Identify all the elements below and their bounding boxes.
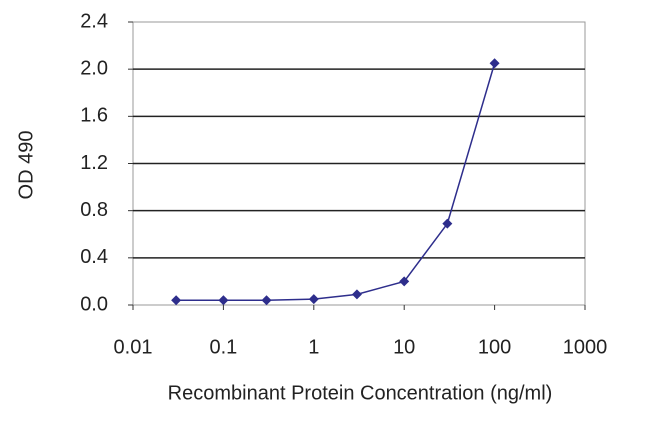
y-tick-label: 0.0 (80, 293, 108, 315)
y-tick-label: 2.0 (80, 57, 108, 79)
x-tick-label: 0.01 (114, 336, 153, 358)
y-tick-label: 0.4 (80, 246, 108, 268)
data-point (442, 218, 453, 229)
x-tick-label: 1000 (563, 336, 608, 358)
y-tick-label: 0.8 (80, 199, 108, 221)
data-point (308, 294, 319, 305)
y-tick-label: 1.6 (80, 105, 108, 127)
data-point (489, 58, 500, 69)
data-point (351, 289, 362, 300)
x-tick-label: 100 (478, 336, 511, 358)
series-line (176, 63, 496, 302)
data-point (399, 276, 410, 287)
data-point (171, 295, 182, 306)
data-point (218, 295, 229, 306)
x-axis-label: Recombinant Protein Concentration (ng/ml… (168, 382, 553, 404)
y-tick-label: 2.4 (80, 10, 108, 32)
y-tick-label: 1.2 (80, 152, 108, 174)
y-axis-label: OD 490 (15, 131, 37, 200)
x-tick-label: 1 (308, 336, 319, 358)
x-tick-label: 10 (393, 336, 415, 358)
data-point (261, 295, 272, 306)
x-tick-label: 0.1 (209, 336, 237, 358)
